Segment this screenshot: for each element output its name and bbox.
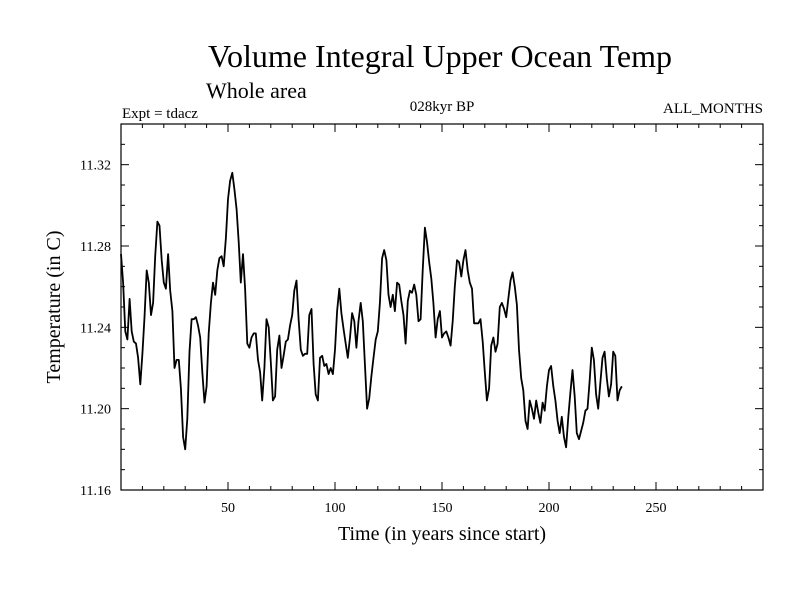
period-label: 028kyr BP (410, 99, 475, 115)
x-axis-label: Time (in years since start) (338, 523, 546, 545)
x-tick-label: 50 (221, 501, 235, 516)
y-tick-label: 11.20 (80, 403, 111, 418)
months-label: ALL_MONTHS (663, 101, 763, 117)
x-tick-label: 250 (646, 501, 667, 516)
y-tick-label: 11.24 (80, 321, 111, 336)
temperature-series-line (120, 171, 623, 451)
x-tick-label: 100 (325, 501, 346, 516)
tick-labels: 50 100 150 200 250 11.16 11.20 11.24 11.28 11.32 (80, 159, 666, 516)
x-tick-label: 150 (432, 501, 453, 516)
y-tick-label: 11.32 (80, 159, 111, 174)
tick-marks (121, 124, 763, 490)
y-tick-label: 11.16 (80, 484, 111, 499)
experiment-label: Expt = tdacz (122, 106, 198, 122)
y-tick-label: 11.28 (80, 240, 111, 255)
x-tick-label: 200 (539, 501, 560, 516)
chart-subtitle: Whole area (206, 78, 307, 103)
y-axis-label: Temperature (in C) (43, 231, 65, 384)
plot-frame (120, 123, 764, 491)
chart-title: Volume Integral Upper Ocean Temp (208, 38, 672, 74)
